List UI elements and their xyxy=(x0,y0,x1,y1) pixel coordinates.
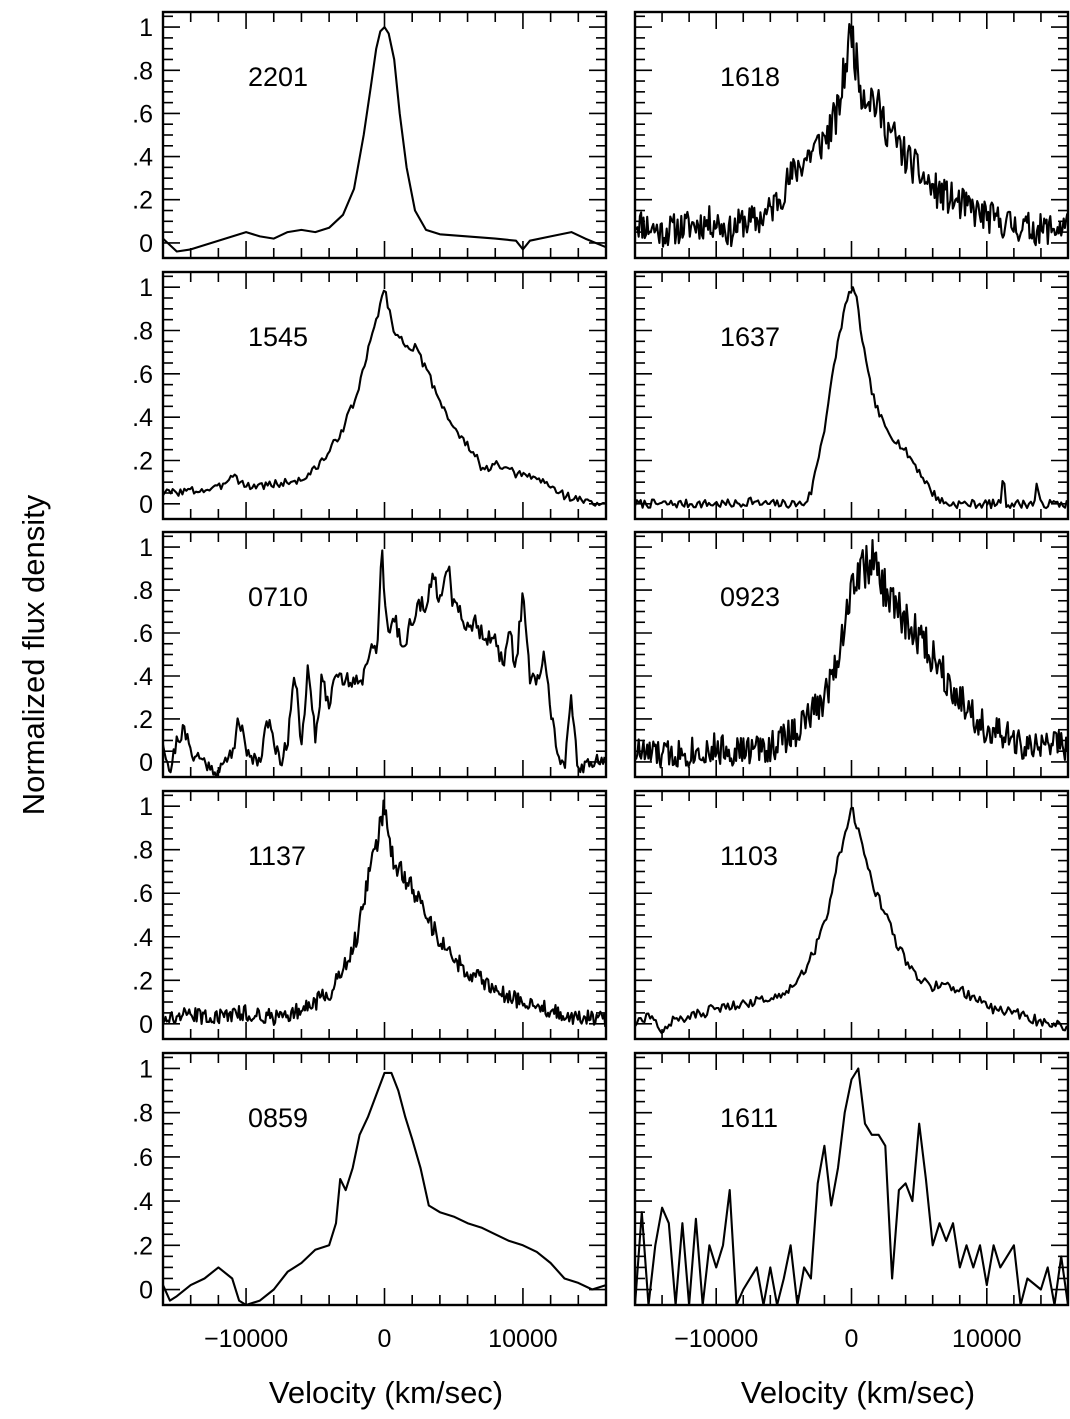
y-tick-label: .6 xyxy=(132,361,153,389)
panel-frame xyxy=(161,10,608,260)
spectrum-line-1637 xyxy=(635,286,1068,510)
panel-frame xyxy=(161,1051,608,1307)
y-tick-label: 0 xyxy=(139,1011,153,1039)
y-tick-label: .6 xyxy=(132,880,153,908)
panel-label: 2201 xyxy=(248,62,308,92)
panel-1618: 1618 xyxy=(633,10,1070,260)
y-tick-label: 1 xyxy=(139,534,153,562)
y-tick-label: .4 xyxy=(132,1188,153,1216)
y-tick-label: 1 xyxy=(139,274,153,302)
x-axis-title-right: Velocity (km/sec) xyxy=(741,1375,975,1410)
y-tick-label: .6 xyxy=(132,100,153,128)
panel-label: 0859 xyxy=(248,1103,308,1133)
x-tick-label: 10000 xyxy=(952,1325,1022,1353)
panel-grid: 0 .2 .4 .6 .8 1 2201 1618 0 .2 .4 .6 .8 1 1545 1637 0 .2.… xyxy=(132,10,1070,1353)
y-tick-label: .8 xyxy=(132,57,153,85)
panel-1103: 1103 xyxy=(633,789,1070,1041)
x-tick-label: 10000 xyxy=(488,1325,558,1353)
y-tick-label: .8 xyxy=(132,837,153,865)
panel-frame xyxy=(161,530,608,779)
y-tick-label: 0 xyxy=(139,1277,153,1305)
panel-0923: 0923 xyxy=(633,530,1070,779)
spectrum-line-1103 xyxy=(635,806,1068,1034)
panel-1137: 0 .2 .4 .6 .8 1 1137 xyxy=(132,789,608,1041)
x-axis-title-left: Velocity (km/sec) xyxy=(269,1375,503,1410)
y-tick-label: .2 xyxy=(132,448,153,476)
y-tick-label: 0 xyxy=(139,749,153,777)
x-tick-label: −10000 xyxy=(674,1325,758,1353)
spectrum-line-0859 xyxy=(163,1071,606,1305)
panel-label: 0923 xyxy=(720,582,780,612)
y-tick-label: .2 xyxy=(132,187,153,215)
y-tick-label: .4 xyxy=(132,663,153,691)
spectrum-line-1618 xyxy=(635,22,1068,248)
y-tick-label: .2 xyxy=(132,1232,153,1260)
spectrum-line-2201 xyxy=(163,26,606,253)
y-tick-label: .8 xyxy=(132,577,153,605)
y-tick-label: 1 xyxy=(139,1055,153,1083)
y-tick-label: .2 xyxy=(132,967,153,995)
x-tick-label: 0 xyxy=(378,1325,392,1353)
spectrum-line-1545 xyxy=(163,289,605,507)
y-tick-label: .2 xyxy=(132,706,153,734)
panel-label: 1103 xyxy=(720,841,778,871)
panel-frame xyxy=(161,789,608,1041)
spectrum-line-0710 xyxy=(163,549,606,777)
panel-0710: 0 .2 .4 .6 .8 1 0710 xyxy=(132,530,608,779)
x-tick-label: 0 xyxy=(845,1325,859,1353)
panel-label: 0710 xyxy=(248,582,308,612)
panel-1611: −10000 0 10000 1611 xyxy=(633,1051,1070,1353)
y-tick-label: .8 xyxy=(132,1100,153,1128)
panel-2201: 0 .2 .4 .6 .8 1 2201 xyxy=(132,10,608,260)
y-tick-label: 0 xyxy=(139,230,153,258)
panel-1545: 0 .2 .4 .6 .8 1 1545 xyxy=(132,270,608,521)
y-tick-label: 1 xyxy=(139,793,153,821)
y-tick-label: .4 xyxy=(132,404,153,432)
panel-label: 1611 xyxy=(720,1103,778,1133)
panel-0859: 0 .2 .4 .6 .8 1 −10000 0 10000 0859 xyxy=(132,1051,608,1353)
spectrum-line-1611 xyxy=(635,1067,1068,1305)
spectrum-line-0923 xyxy=(635,538,1068,769)
y-tick-label: 1 xyxy=(139,14,153,42)
panel-label: 1618 xyxy=(720,62,780,92)
y-tick-label: .4 xyxy=(132,144,153,172)
panel-label: 1637 xyxy=(720,322,780,352)
panel-label: 1545 xyxy=(248,322,308,352)
x-tick-label: −10000 xyxy=(204,1325,288,1353)
y-tick-label: .8 xyxy=(132,318,153,346)
y-tick-label: .6 xyxy=(132,620,153,648)
y-tick-label: .6 xyxy=(132,1144,153,1172)
panel-1637: 1637 xyxy=(633,270,1070,521)
y-tick-label: 0 xyxy=(139,491,153,519)
panel-frame xyxy=(633,789,1070,1041)
panel-label: 1137 xyxy=(248,841,306,871)
y-tick-label: .4 xyxy=(132,924,153,952)
spectrum-line-1137 xyxy=(163,799,606,1027)
y-axis-title: Normalized flux density xyxy=(16,494,51,815)
